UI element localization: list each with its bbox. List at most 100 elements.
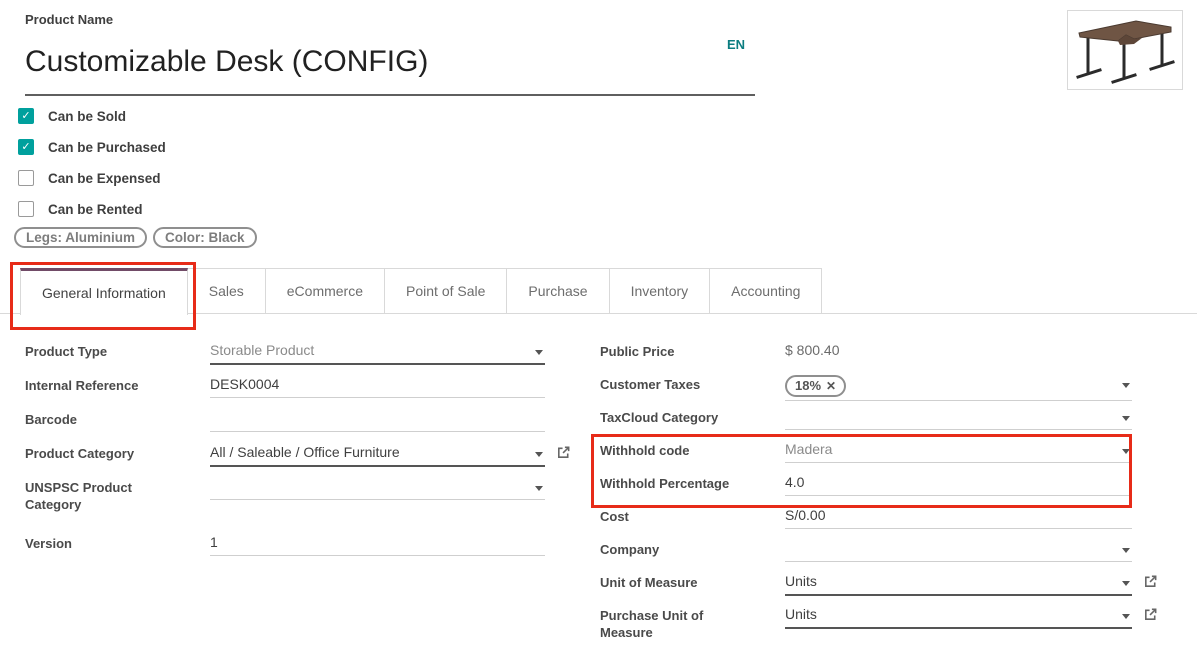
capability-options: ✓ Can be Sold ✓ Can be Purchased ✓ Can b… (18, 105, 166, 220)
option-can-be-rented: ✓ Can be Rented (18, 198, 166, 220)
can-be-rented-checkbox[interactable]: ✓ (18, 201, 34, 217)
chevron-down-icon[interactable] (1122, 581, 1130, 586)
external-link-icon[interactable] (1143, 574, 1158, 589)
withhold-code-select[interactable]: Madera (785, 439, 1132, 463)
chevron-down-icon[interactable] (535, 452, 543, 457)
unit-of-measure-select[interactable]: Units (785, 571, 1132, 596)
option-label: Can be Expensed (48, 170, 161, 186)
external-link-icon[interactable] (556, 445, 571, 460)
version-value: 1 (210, 534, 218, 550)
tab-accounting[interactable]: Accounting (710, 268, 823, 313)
field-row-product-category: Product Category All / Saleable / Office… (25, 442, 570, 476)
field-row-unit-of-measure: Unit of Measure Units (600, 571, 1157, 604)
internal-reference-label: Internal Reference (25, 378, 139, 393)
product-category-select[interactable]: All / Saleable / Office Furniture (210, 442, 545, 467)
barcode-label: Barcode (25, 412, 78, 427)
public-price-value-field: $ 800.40 (785, 340, 1132, 364)
purchase-unit-of-measure-label: Purchase Unit of Measure (600, 608, 704, 640)
remove-tag-icon[interactable]: ✕ (826, 379, 837, 393)
cost-value: S/0.00 (785, 507, 826, 523)
unit-of-measure-value: Units (785, 573, 817, 589)
product-type-label: Product Type (25, 344, 108, 359)
notebook-tabbar: General Information Sales eCommerce Poin… (0, 268, 1197, 315)
field-row-withhold-code: Withhold code Madera (600, 439, 1132, 472)
option-can-be-expensed: ✓ Can be Expensed (18, 167, 166, 189)
tax-tag-18: 18% ✕ (785, 375, 847, 397)
chevron-down-icon[interactable] (1122, 548, 1130, 553)
can-be-sold-checkbox[interactable]: ✓ (18, 108, 34, 124)
company-label: Company (600, 542, 660, 557)
chevron-down-icon[interactable] (1122, 449, 1130, 454)
field-row-product-type: Product Type Storable Product (25, 340, 545, 374)
field-row-cost: Cost S/0.00 (600, 505, 1132, 538)
chevron-down-icon[interactable] (1122, 416, 1130, 421)
check-icon: ✓ (21, 109, 31, 122)
barcode-input[interactable] (210, 408, 545, 432)
field-row-taxcloud-category: TaxCloud Category (600, 406, 1132, 439)
public-price-value: $ 800.40 (785, 342, 840, 358)
tab-ecommerce[interactable]: eCommerce (265, 268, 386, 313)
purchase-unit-of-measure-select[interactable]: Units (785, 604, 1132, 629)
can-be-purchased-checkbox[interactable]: ✓ (18, 139, 34, 155)
product-image[interactable] (1067, 10, 1183, 90)
can-be-expensed-checkbox[interactable]: ✓ (18, 170, 34, 186)
variant-tag-legs: Legs: Aluminium (14, 227, 148, 248)
product-type-value: Storable Product (210, 342, 315, 358)
product-type-select[interactable]: Storable Product (210, 340, 545, 365)
public-price-label: Public Price (600, 344, 675, 359)
chevron-down-icon[interactable] (535, 350, 543, 355)
option-label: Can be Rented (48, 201, 143, 217)
product-title-input[interactable]: Customizable Desk (CONFIG) (25, 45, 429, 78)
field-row-unspsc-category: UNSPSC Product Category (25, 476, 545, 532)
tab-point-of-sale[interactable]: Point of Sale (385, 268, 508, 313)
cost-input[interactable]: S/0.00 (785, 505, 1132, 529)
chevron-down-icon[interactable] (1122, 614, 1130, 619)
withhold-percentage-input[interactable]: 4.0 (785, 472, 1132, 496)
unspsc-category-select[interactable] (210, 476, 545, 500)
withhold-code-label: Withhold code (600, 443, 690, 458)
right-field-column: Public Price $ 800.40 Customer Taxes 18%… (600, 340, 1157, 640)
option-can-be-purchased: ✓ Can be Purchased (18, 136, 166, 158)
option-label: Can be Purchased (48, 139, 166, 155)
field-row-company: Company (600, 538, 1132, 571)
withhold-percentage-value: 4.0 (785, 474, 805, 490)
cost-label: Cost (600, 509, 629, 524)
language-badge[interactable]: EN (727, 37, 746, 52)
field-row-barcode: Barcode (25, 408, 545, 442)
customer-taxes-select[interactable]: 18% ✕ (785, 373, 1132, 401)
tab-inventory[interactable]: Inventory (609, 268, 711, 313)
chevron-down-icon[interactable] (1122, 383, 1130, 388)
left-field-column: Product Type Storable Product Internal R… (25, 340, 570, 566)
tab-general-information[interactable]: General Information (20, 268, 188, 315)
desk-image (1076, 20, 1175, 84)
taxcloud-category-label: TaxCloud Category (600, 410, 719, 425)
version-label: Version (25, 536, 72, 551)
internal-reference-input[interactable]: DESK0004 (210, 374, 545, 398)
tab-sales[interactable]: Sales (187, 268, 266, 313)
variant-tag-color: Color: Black (153, 227, 257, 248)
external-link-icon[interactable] (1143, 607, 1158, 622)
tab-purchase[interactable]: Purchase (507, 268, 610, 313)
field-row-purchase-unit-of-measure: Purchase Unit of Measure Units (600, 604, 1157, 640)
customer-taxes-label: Customer Taxes (600, 377, 701, 392)
chevron-down-icon[interactable] (535, 486, 543, 491)
taxcloud-category-select[interactable] (785, 406, 1132, 430)
field-row-withhold-percentage: Withhold Percentage 4.0 (600, 472, 1132, 505)
field-row-customer-taxes: Customer Taxes 18% ✕ (600, 373, 1132, 406)
field-row-public-price: Public Price $ 800.40 (600, 340, 1132, 373)
field-row-internal-reference: Internal Reference DESK0004 (25, 374, 545, 408)
company-select[interactable] (785, 538, 1132, 562)
unit-of-measure-label: Unit of Measure (600, 575, 698, 590)
variant-tags: Legs: Aluminium Color: Black (14, 227, 257, 248)
withhold-percentage-label: Withhold Percentage (600, 476, 730, 491)
product-category-label: Product Category (25, 446, 135, 461)
internal-reference-value: DESK0004 (210, 376, 280, 392)
version-input[interactable]: 1 (210, 532, 545, 556)
tax-tag-label: 18% (795, 378, 822, 393)
unspsc-category-label: UNSPSC Product Category (25, 480, 132, 512)
product-category-value: All / Saleable / Office Furniture (210, 444, 400, 460)
field-row-version: Version 1 (25, 532, 545, 566)
title-underline (25, 94, 755, 96)
withhold-code-value: Madera (785, 441, 833, 457)
